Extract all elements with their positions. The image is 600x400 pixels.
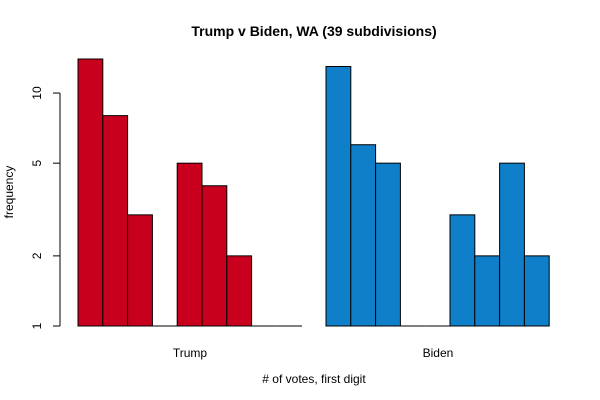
bar-trump-7 bbox=[227, 256, 252, 326]
bar-biden-7 bbox=[475, 256, 500, 326]
bar-biden-2 bbox=[351, 145, 376, 326]
y-axis: 1 2 5 10 bbox=[30, 86, 60, 329]
chart-title: Trump v Biden, WA (39 subdivisions) bbox=[191, 23, 436, 39]
bar-trump-1 bbox=[78, 59, 103, 326]
bar-biden-8 bbox=[500, 163, 525, 326]
bars-layer bbox=[78, 59, 549, 326]
group-label-trump: Trump bbox=[173, 346, 208, 360]
bar-trump-3 bbox=[128, 215, 153, 326]
y-tick-label-10: 10 bbox=[30, 86, 44, 100]
bar-biden-1 bbox=[326, 67, 351, 327]
y-tick-label-1: 1 bbox=[30, 322, 44, 329]
bar-biden-3 bbox=[376, 163, 401, 326]
y-tick-label-2: 2 bbox=[30, 252, 44, 259]
bar-trump-2 bbox=[103, 116, 128, 326]
y-axis-label: frequency bbox=[2, 166, 16, 219]
bar-biden-9 bbox=[524, 256, 549, 326]
bar-trump-5 bbox=[177, 163, 202, 326]
group-label-biden: Biden bbox=[423, 346, 454, 360]
bar-trump-6 bbox=[202, 186, 227, 326]
y-tick-label-5: 5 bbox=[30, 160, 44, 167]
x-axis-label: # of votes, first digit bbox=[262, 372, 366, 386]
bar-biden-6 bbox=[450, 215, 475, 326]
